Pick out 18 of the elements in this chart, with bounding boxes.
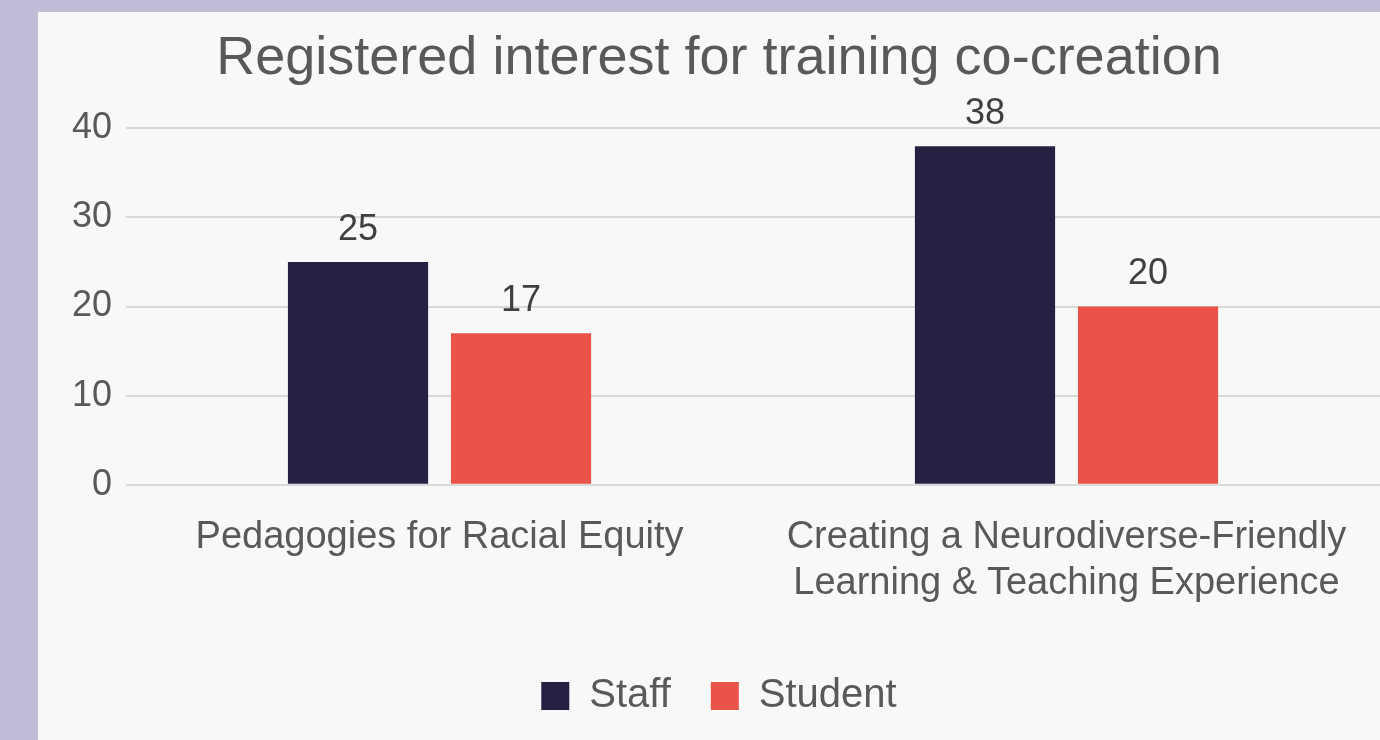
y-tick-label: 10 (72, 372, 113, 414)
data-label: 25 (338, 206, 379, 248)
data-label: 38 (964, 91, 1006, 133)
bar (287, 262, 429, 484)
y-tick-label: 20 (72, 283, 113, 325)
x-tick-label: Pedagogies for Racial Equity (195, 514, 684, 557)
bar (914, 146, 1056, 484)
bar (1077, 306, 1219, 484)
chart-title: Registered interest for training co-creation (216, 25, 1222, 86)
data-label: 20 (1127, 251, 1169, 293)
legend-label: Student (758, 671, 897, 716)
legend-label: Staff (589, 671, 672, 716)
x-tick-label: Creating a Neurodiverse-Friendly Learning & Teaching Experience (786, 514, 1347, 602)
y-tick-label: 30 (72, 194, 113, 236)
y-tick-label: 40 (72, 105, 113, 147)
data-label: 17 (501, 278, 542, 320)
bar (450, 333, 592, 484)
y-tick-label: 0 (92, 461, 113, 503)
